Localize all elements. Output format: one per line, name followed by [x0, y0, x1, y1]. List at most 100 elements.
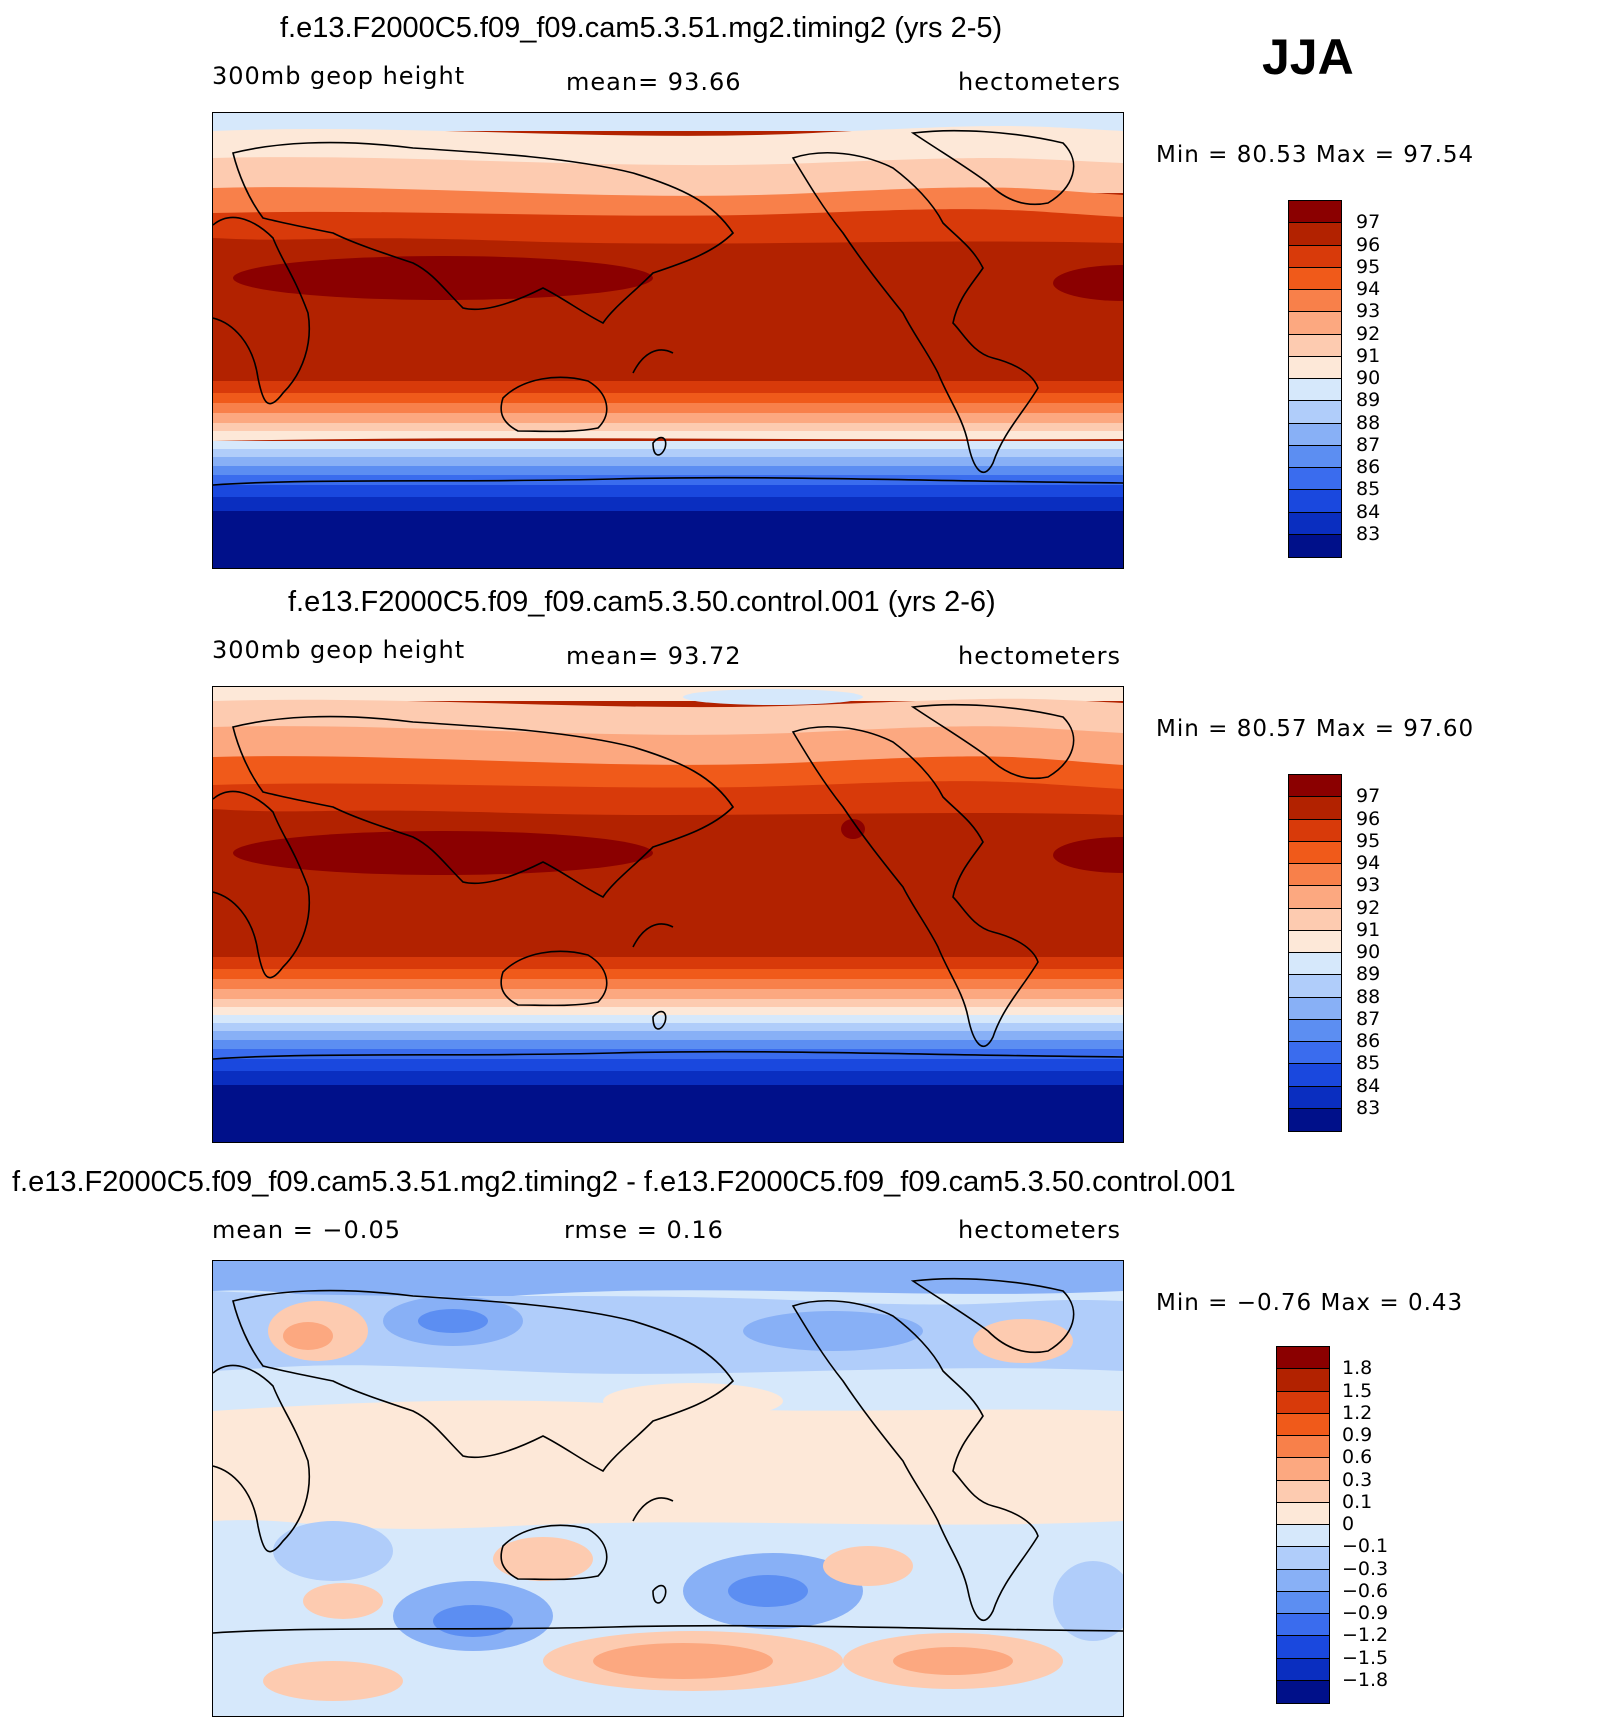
panel-2-units: hectometers: [958, 642, 1121, 670]
colorbar-segment: [1289, 290, 1341, 313]
colorbar-tick-label: 86: [1356, 1030, 1381, 1052]
panel-1-units: hectometers: [958, 68, 1121, 96]
colorbar-tick-label: 97: [1356, 785, 1381, 808]
colorbar-segment: [1277, 1413, 1329, 1436]
panel-3-colorbar: [1276, 1346, 1330, 1704]
colorbar-segment: [1277, 1547, 1329, 1570]
colorbar-tick-label: 90: [1356, 941, 1381, 963]
colorbar-segment: [1289, 445, 1341, 468]
colorbar-tick-label: 85: [1356, 1052, 1381, 1075]
colorbar-segment: [1289, 975, 1341, 998]
colorbar-tick-label: 87: [1356, 433, 1381, 456]
colorbar-segment: [1289, 1042, 1341, 1065]
colorbar-tick-label: 85: [1356, 478, 1381, 501]
colorbar-segment: [1289, 930, 1341, 953]
panel-1-minmax: Min = 80.53 Max = 97.54: [1156, 142, 1475, 168]
colorbar-tick-label: 87: [1356, 1007, 1381, 1030]
panel-2-variable: 300mb geop height: [212, 636, 466, 664]
colorbar-segment: [1289, 356, 1341, 379]
colorbar-tick-label: 92: [1356, 896, 1381, 919]
colorbar-tick-label: 89: [1356, 389, 1381, 412]
colorbar-tick-label: 93: [1356, 300, 1381, 323]
colorbar-tick-label: 93: [1356, 874, 1381, 897]
colorbar-segment: [1289, 312, 1341, 335]
colorbar-tick-label: 90: [1356, 367, 1381, 389]
colorbar-segment: [1289, 908, 1341, 931]
colorbar-segment: [1289, 245, 1341, 268]
colorbar-tick-label: 1.8: [1342, 1357, 1373, 1380]
colorbar-segment: [1277, 1636, 1329, 1659]
colorbar-segment: [1289, 1064, 1341, 1087]
panel-3-colorbar-labels: 1.8 1.5 1.2 0.9 0.6 0.3 0.1 0 −0.1 −0.3 −0.6 −0.9 −1…: [1342, 1346, 1412, 1702]
colorbar-segment: [1277, 1591, 1329, 1614]
colorbar-segment: [1277, 1436, 1329, 1459]
colorbar-tick-label: 0.3: [1342, 1468, 1373, 1491]
colorbar-segment: [1289, 1019, 1341, 1042]
colorbar-tick-label: −0.6: [1342, 1579, 1389, 1602]
colorbar-segment: [1289, 797, 1341, 820]
colorbar-segment: [1277, 1480, 1329, 1503]
colorbar-segment: [1289, 953, 1341, 976]
colorbar-segment: [1277, 1369, 1329, 1392]
colorbar-tick-label: 92: [1356, 322, 1381, 345]
colorbar-segment: [1277, 1680, 1329, 1703]
colorbar-tick-label: −0.3: [1342, 1557, 1389, 1580]
panel-2-minmax: Min = 80.57 Max = 97.60: [1156, 716, 1475, 742]
colorbar-tick-label: 97: [1356, 211, 1381, 234]
panel-3-map: [212, 1260, 1124, 1717]
colorbar-segment: [1289, 1108, 1341, 1131]
colorbar-tick-label: −0.1: [1342, 1535, 1389, 1558]
colorbar-segment: [1289, 841, 1341, 864]
colorbar-segment: [1277, 1525, 1329, 1548]
colorbar-segment: [1289, 468, 1341, 491]
colorbar-segment: [1277, 1569, 1329, 1592]
colorbar-segment: [1277, 1391, 1329, 1414]
panel-2-colorbar-labels: 97 96 95 94 93 92 91 90 89 88 87 86 85 84 83: [1356, 774, 1416, 1130]
colorbar-segment: [1289, 490, 1341, 513]
colorbar-tick-label: −1.5: [1342, 1646, 1389, 1669]
colorbar-segment: [1289, 223, 1341, 246]
panel-3-minmax: Min = −0.76 Max = 0.43: [1156, 1290, 1464, 1316]
colorbar-tick-label: 0.1: [1342, 1490, 1373, 1513]
colorbar-tick-label: 84: [1356, 500, 1381, 523]
panel-1-colorbar-labels: 97 96 95 94 93 92 91 90 89 88 87 86 85 84 83: [1356, 200, 1416, 556]
colorbar-tick-label: −0.9: [1342, 1602, 1389, 1624]
colorbar-tick-label: 83: [1356, 1096, 1381, 1119]
colorbar-tick-label: 91: [1356, 918, 1381, 941]
panel-1-variable: 300mb geop height: [212, 62, 466, 90]
colorbar-tick-label: 88: [1356, 411, 1381, 434]
colorbar-tick-label: 0: [1342, 1513, 1355, 1535]
panel-2-title: f.e13.F2000C5.f09_f09.cam5.3.50.control.…: [288, 586, 996, 618]
colorbar-segment: [1277, 1502, 1329, 1525]
panel-1-mean: mean= 93.66: [566, 68, 742, 96]
panel-1-colorbar: [1288, 200, 1342, 558]
colorbar-tick-label: 96: [1356, 807, 1381, 830]
colorbar-segment: [1289, 401, 1341, 424]
colorbar-tick-label: 0.9: [1342, 1424, 1373, 1446]
colorbar-segment: [1289, 534, 1341, 557]
colorbar-tick-label: 96: [1356, 233, 1381, 256]
colorbar-tick-label: 89: [1356, 963, 1381, 986]
panel-3-rmse: rmse = 0.16: [564, 1216, 724, 1244]
colorbar-tick-label: −1.8: [1342, 1668, 1389, 1691]
colorbar-segment: [1277, 1614, 1329, 1637]
panel-2-colorbar: [1288, 774, 1342, 1132]
colorbar-segment: [1289, 334, 1341, 357]
colorbar-segment: [1289, 864, 1341, 887]
colorbar-tick-label: 83: [1356, 522, 1381, 545]
colorbar-tick-label: 86: [1356, 456, 1381, 478]
colorbar-segment: [1289, 512, 1341, 535]
panel-3-title: f.e13.F2000C5.f09_f09.cam5.3.51.mg2.timi…: [12, 1166, 1236, 1198]
panel-1-map: [212, 112, 1124, 569]
panel-1-title: f.e13.F2000C5.f09_f09.cam5.3.51.mg2.timi…: [280, 12, 1003, 44]
panel-3-units: hectometers: [958, 1216, 1121, 1244]
colorbar-tick-label: 94: [1356, 852, 1381, 874]
colorbar-tick-label: 95: [1356, 829, 1381, 852]
colorbar-tick-label: 95: [1356, 255, 1381, 278]
panel-3-mean: mean = −0.05: [212, 1216, 401, 1244]
colorbar-segment: [1289, 423, 1341, 446]
panel-2-mean: mean= 93.72: [566, 642, 742, 670]
colorbar-segment: [1289, 267, 1341, 290]
colorbar-segment: [1289, 201, 1341, 224]
colorbar-tick-label: 88: [1356, 985, 1381, 1008]
